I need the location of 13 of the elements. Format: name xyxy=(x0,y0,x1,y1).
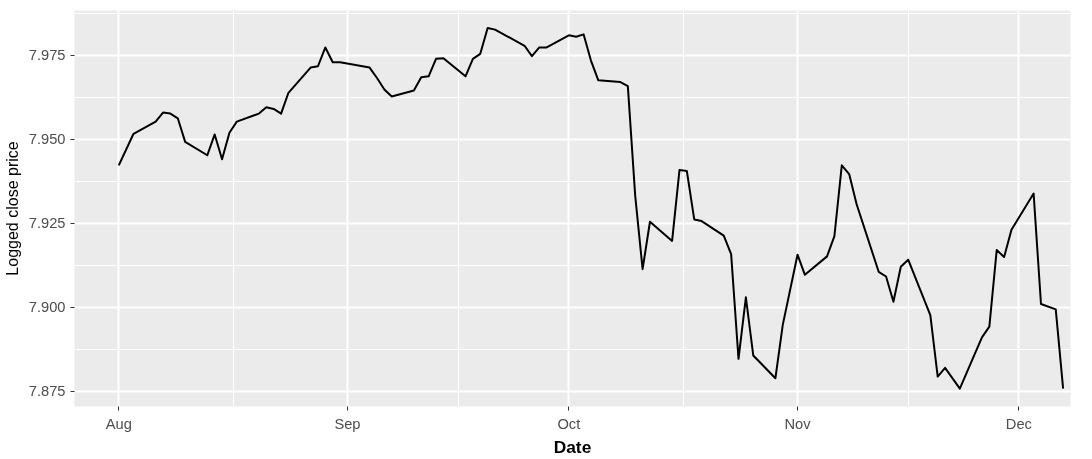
x-axis-title: Date xyxy=(553,436,592,457)
x-tick-label: Nov xyxy=(784,415,812,432)
x-tick-label: Oct xyxy=(557,415,581,432)
y-tick-label: 7.925 xyxy=(28,215,66,232)
x-tick-label: Dec xyxy=(1005,415,1032,432)
x-tick-label: Aug xyxy=(105,415,132,432)
y-tick-label: 7.900 xyxy=(28,299,66,316)
line-series xyxy=(117,26,1065,390)
y-tick-label: 7.875 xyxy=(28,383,66,400)
x-tick-label: Sep xyxy=(334,415,361,432)
y-tick-label: 7.975 xyxy=(28,47,66,64)
y-tick-label: 7.950 xyxy=(28,131,66,148)
y-axis-title: Logged close price xyxy=(3,141,21,276)
